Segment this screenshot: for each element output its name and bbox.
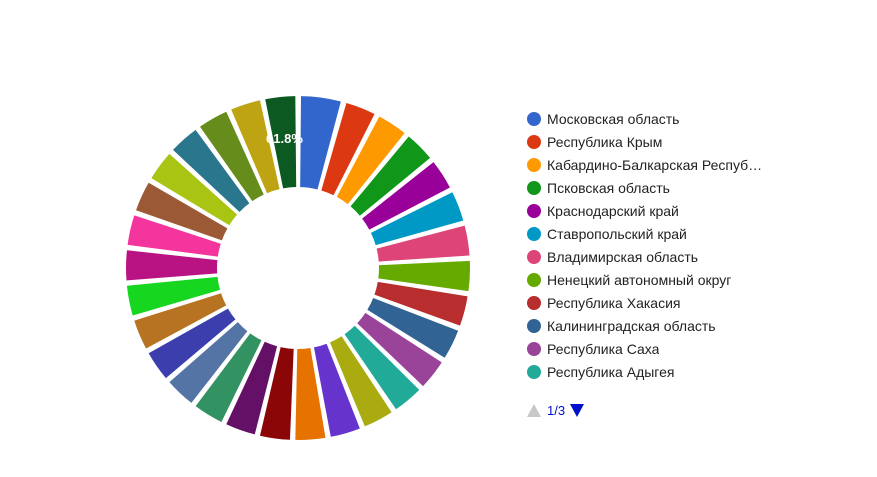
legend-item[interactable]: Республика Крым — [527, 130, 787, 153]
chart-legend: Московская область Республика Крым Кабарди… — [527, 107, 787, 383]
legend-swatch — [527, 226, 541, 241]
pie-slice[interactable] — [148, 308, 236, 379]
legend-item[interactable]: Московская область — [527, 107, 787, 130]
legend-item[interactable]: Владимирская область — [527, 245, 787, 268]
pie-slice[interactable] — [357, 312, 442, 387]
legend-label: Ставропольский край — [547, 225, 687, 242]
legend-label: Республика Хакасия — [547, 294, 681, 311]
pie-slice[interactable] — [136, 182, 228, 241]
legend-swatch — [527, 295, 541, 310]
legend-item[interactable]: Республика Адыгея — [527, 360, 787, 383]
legend-swatch — [527, 341, 541, 356]
pie-slice[interactable] — [350, 136, 431, 216]
legend-item[interactable]: Кабардино-Балкарская Респуб… — [527, 153, 787, 176]
pie-slice[interactable] — [126, 276, 221, 316]
pie-slice[interactable] — [313, 343, 360, 437]
legend-label: Владимирская область — [547, 248, 699, 265]
legend-item[interactable]: Республика Хакасия — [527, 291, 787, 314]
pie-slice[interactable] — [127, 215, 221, 257]
legend-swatch — [527, 318, 541, 333]
pie-slice[interactable] — [169, 322, 248, 403]
pie-slice[interactable] — [231, 100, 280, 194]
legend-label: Московская область — [547, 110, 680, 127]
pie-slice[interactable] — [195, 333, 262, 422]
pie-slice[interactable] — [126, 250, 218, 281]
pie-slice[interactable] — [376, 225, 470, 262]
legend-pager: 1/3 — [527, 403, 585, 418]
legend-item[interactable]: Ненецкий автономный округ — [527, 268, 787, 291]
pie-slice[interactable] — [344, 325, 420, 410]
legend-swatch — [527, 134, 541, 149]
pie-slice[interactable] — [259, 347, 294, 440]
legend-swatch — [527, 180, 541, 195]
triangle-down-icon[interactable] — [570, 404, 585, 417]
legend-swatch — [527, 272, 541, 287]
legend-item[interactable]: Псковская область — [527, 176, 787, 199]
pie-slice[interactable] — [226, 341, 278, 435]
legend-item[interactable]: Краснодарский край — [527, 199, 787, 222]
pie-slice[interactable] — [199, 111, 264, 202]
legend-item[interactable]: Республика Саха — [527, 337, 787, 360]
pie-slice[interactable] — [300, 96, 341, 190]
legend-page-indicator: 1/3 — [547, 403, 566, 418]
legend-swatch — [527, 111, 541, 126]
legend-label: Республика Крым — [547, 133, 663, 150]
pie-slice[interactable] — [265, 96, 297, 189]
pie-slice[interactable] — [329, 336, 392, 427]
pie-slice[interactable] — [336, 116, 405, 205]
pie-slice[interactable] — [172, 129, 250, 213]
legend-swatch — [527, 203, 541, 218]
triangle-up-icon[interactable] — [527, 404, 541, 417]
pie-slice[interactable] — [374, 281, 468, 326]
legend-label: Ненецкий автономный округ — [547, 271, 732, 288]
pie-slice[interactable] — [321, 102, 375, 196]
legend-swatch — [527, 157, 541, 172]
legend-label: Калининградская область — [547, 317, 716, 334]
legend-swatch — [527, 249, 541, 264]
legend-label: Краснодарский край — [547, 202, 679, 219]
legend-label: Республика Адыгея — [547, 363, 675, 380]
pie-slice[interactable] — [134, 293, 227, 349]
pie-slice[interactable] — [378, 260, 470, 292]
legend-swatch — [527, 364, 541, 379]
legend-item[interactable]: Калининградская область — [527, 314, 787, 337]
legend-label: Кабардино-Балкарская Респуб… — [547, 156, 763, 173]
legend-label: Республика Саха — [547, 340, 660, 357]
pie-slice[interactable] — [151, 153, 238, 226]
pie-slice[interactable] — [362, 162, 450, 230]
legend-item[interactable]: Ставропольский край — [527, 222, 787, 245]
pie-slice[interactable] — [367, 298, 459, 358]
legend-label: Псковская область — [547, 179, 670, 196]
pie-slice[interactable] — [295, 348, 326, 440]
slice-value-label: 61.8% — [266, 131, 303, 146]
pie-slice[interactable] — [370, 192, 464, 246]
